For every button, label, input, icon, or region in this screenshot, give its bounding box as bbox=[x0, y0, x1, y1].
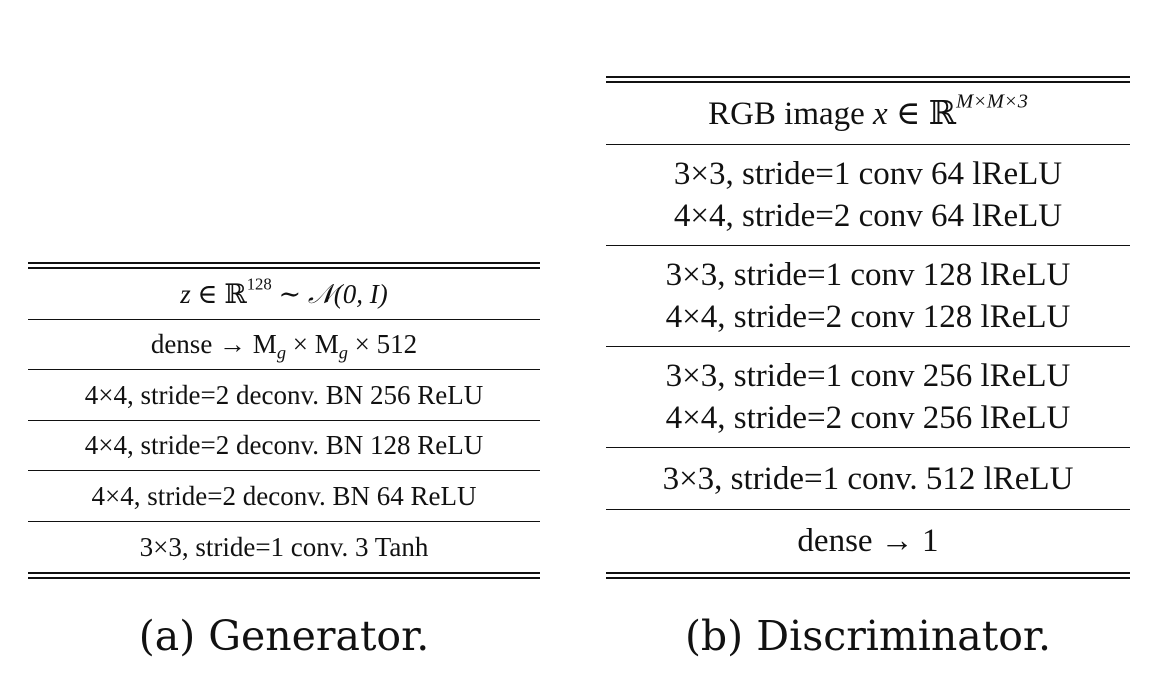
input-real-set: ℝ bbox=[928, 95, 957, 132]
table-top-rule bbox=[28, 262, 540, 269]
discriminator-row-block-128: 3×3, stride=1 conv 128 lReLU 4×4, stride… bbox=[606, 246, 1130, 347]
dense-sub-2: g bbox=[338, 342, 348, 363]
block-64-line-1: 3×3, stride=1 conv 64 lReLU bbox=[673, 156, 1063, 192]
dense-sub-1: g bbox=[276, 342, 286, 363]
discriminator-caption: (b) Discriminator. bbox=[684, 612, 1052, 660]
formula-prefix: z ∈ bbox=[180, 278, 225, 309]
generator-dense-formula: dense → Mg × Mg × 512 bbox=[28, 328, 540, 363]
discriminator-row-block-256: 3×3, stride=1 conv 256 lReLU 4×4, stride… bbox=[606, 347, 1130, 448]
discriminator-row-dense: dense → 1 bbox=[797, 523, 939, 559]
table-bottom-rule bbox=[28, 572, 540, 579]
formula-suffix: ∼ 𝒩(0, I) bbox=[271, 278, 388, 309]
generator-row-conv-tanh: 3×3, stride=1 conv. 3 Tanh bbox=[139, 531, 429, 562]
input-var: x bbox=[873, 95, 888, 132]
generator-table: z ∈ ℝ128 ∼ 𝒩(0, I) dense → Mg × Mg × 512… bbox=[28, 262, 540, 579]
input-superscript: M×M×3 bbox=[956, 90, 1028, 113]
dense-suffix: × 512 bbox=[347, 329, 418, 360]
input-in: ∈ bbox=[887, 95, 929, 132]
discriminator-row-block-64: 3×3, stride=1 conv 64 lReLU 4×4, stride=… bbox=[606, 145, 1130, 246]
block-128-line-2: 4×4, stride=2 conv 128 lReLU bbox=[665, 299, 1071, 335]
block-256-line-1: 3×3, stride=1 conv 256 lReLU bbox=[665, 358, 1071, 394]
dense-mid: × M bbox=[286, 329, 339, 360]
input-prefix: RGB image bbox=[708, 95, 874, 132]
formula-superscript: 128 bbox=[246, 274, 272, 294]
generator-rows: z ∈ ℝ128 ∼ 𝒩(0, I) dense → Mg × Mg × 512… bbox=[28, 269, 540, 572]
generator-row-input: z ∈ ℝ128 ∼ 𝒩(0, I) bbox=[28, 269, 540, 320]
discriminator-input-formula: RGB image x ∈ ℝM×M×3 bbox=[606, 90, 1130, 135]
block-64-line-2: 4×4, stride=2 conv 64 lReLU bbox=[673, 198, 1063, 234]
formula-real-set: ℝ bbox=[224, 278, 247, 309]
discriminator-rows: RGB image x ∈ ℝM×M×3 3×3, stride=1 conv … bbox=[606, 83, 1130, 572]
block-128-line-1: 3×3, stride=1 conv 128 lReLU bbox=[665, 257, 1071, 293]
generator-caption: (a) Generator. bbox=[138, 612, 430, 660]
discriminator-table: RGB image x ∈ ℝM×M×3 3×3, stride=1 conv … bbox=[606, 76, 1130, 579]
generator-row-dense: dense → Mg × Mg × 512 bbox=[28, 320, 540, 370]
discriminator-row-conv-512: 3×3, stride=1 conv. 512 lReLU bbox=[606, 448, 1130, 510]
table-bottom-rule bbox=[606, 572, 1130, 579]
generator-input-formula: z ∈ ℝ128 ∼ 𝒩(0, I) bbox=[28, 275, 540, 310]
generator-row-deconv-64: 4×4, stride=2 deconv. BN 64 ReLU bbox=[28, 471, 540, 522]
discriminator-row-input: RGB image x ∈ ℝM×M×3 bbox=[606, 83, 1130, 145]
generator-row-deconv-256: 4×4, stride=2 deconv. BN 256 ReLU bbox=[28, 370, 540, 421]
block-256-line-2: 4×4, stride=2 conv 256 lReLU bbox=[665, 400, 1071, 436]
dense-prefix: dense → M bbox=[150, 329, 277, 360]
table-top-rule bbox=[606, 76, 1130, 83]
generator-row-deconv-128: 4×4, stride=2 deconv. BN 128 ReLU bbox=[28, 421, 540, 471]
